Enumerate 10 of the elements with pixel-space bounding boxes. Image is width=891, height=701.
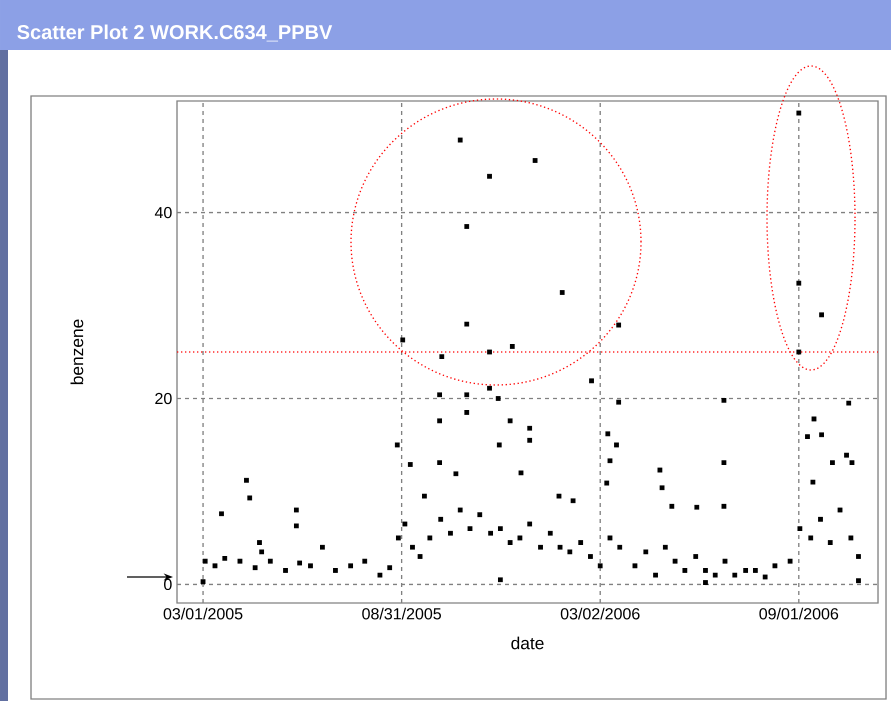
x-axis-title: date	[511, 636, 544, 650]
x-tick-label: 09/01/2006	[759, 608, 838, 620]
y-axis-title: benzene	[70, 320, 84, 384]
x-tick-label: 03/02/2006	[560, 608, 640, 620]
y-tick-label: 0	[164, 578, 172, 590]
x-tick-label: 08/31/2005	[362, 608, 441, 620]
y-tick-label: 40	[154, 206, 172, 218]
chart-title: Scatter Plot 2 WORK.C634_PPBV	[17, 24, 332, 42]
x-tick-label: 03/01/2005	[164, 608, 242, 620]
y-tick-label: 20	[155, 392, 172, 404]
